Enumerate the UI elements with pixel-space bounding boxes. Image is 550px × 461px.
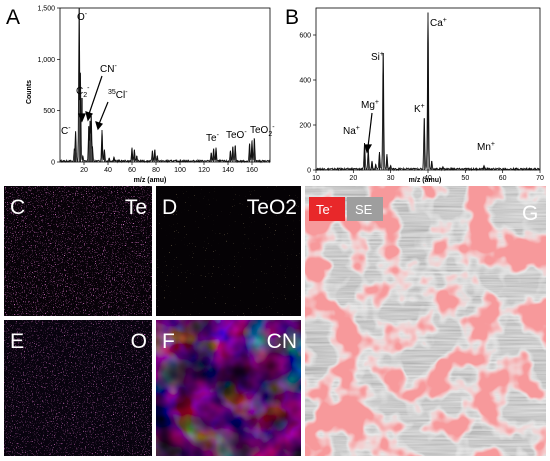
annotation-35cl-minus: 35Cl- bbox=[108, 89, 128, 101]
panel-f-element-label: CN bbox=[267, 330, 297, 353]
annotation-na-plus: Na+ bbox=[343, 125, 360, 137]
panel-label-f: F bbox=[162, 330, 175, 353]
annotation-c-minus: C- bbox=[61, 125, 71, 137]
arrowhead-cn bbox=[85, 111, 93, 122]
y-tick-label: 600 bbox=[299, 33, 311, 40]
panel-e-o-map: E O bbox=[4, 320, 152, 456]
annotation-cn-minus: CN- bbox=[100, 63, 117, 75]
x-tick-label: 40 bbox=[424, 175, 432, 182]
panel-b-arrows bbox=[364, 112, 373, 154]
arrowhead-mg bbox=[364, 144, 373, 154]
y-tick-label: 0 bbox=[307, 168, 311, 175]
x-tick-label: 40 bbox=[104, 167, 112, 174]
arrowhead-c2 bbox=[78, 113, 86, 123]
legend-te-label: Te- bbox=[316, 202, 333, 217]
panel-a-spectrum bbox=[59, 8, 271, 164]
x-tick-label: 20 bbox=[80, 167, 88, 174]
panel-c-element-label: Te bbox=[125, 196, 147, 219]
x-tick-label: 120 bbox=[198, 167, 210, 174]
arrow-mg bbox=[367, 112, 373, 148]
x-tick-label: 80 bbox=[152, 167, 160, 174]
annotation-teo-minus: TeO- bbox=[226, 129, 247, 141]
panel-a-ticks: 20 40 60 80 100 120 140 160 0 500 1,000 1,500 bbox=[37, 6, 257, 175]
x-tick-label: 60 bbox=[128, 167, 136, 174]
panel-c-speckle bbox=[4, 186, 152, 316]
annotation-teo2-minus: TeO2- bbox=[250, 124, 275, 138]
x-tick-label: 70 bbox=[536, 175, 544, 182]
annotation-mn-plus: Mn+ bbox=[477, 141, 495, 153]
panel-d-teo2-map: D TeO2 bbox=[156, 186, 301, 316]
panel-g-te-overlay bbox=[305, 186, 546, 456]
legend-te-box bbox=[309, 197, 345, 221]
panel-label-a: A bbox=[6, 6, 20, 29]
x-tick-label: 50 bbox=[461, 175, 469, 182]
y-tick-label: 1,000 bbox=[37, 57, 55, 64]
annotation-mg-plus: Mg+ bbox=[361, 99, 379, 111]
panel-b-chart: B m/z (amu) 10 20 30 40 50 60 70 0 200 400 600 Ca+… bbox=[285, 6, 544, 184]
panel-label-b: B bbox=[285, 6, 299, 29]
panel-e-element-label: O bbox=[131, 330, 147, 353]
panel-e-speckle bbox=[4, 320, 152, 456]
arrowhead-35cl bbox=[95, 121, 104, 131]
annotation-k-plus: K+ bbox=[414, 103, 425, 115]
panel-b-xlabel: m/z (amu) bbox=[409, 177, 442, 184]
x-tick-label: 100 bbox=[174, 167, 186, 174]
annotation-c2-minus: C2- bbox=[76, 85, 90, 99]
y-tick-label: 0 bbox=[51, 160, 55, 167]
y-tick-label: 200 bbox=[299, 123, 311, 130]
x-tick-label: 20 bbox=[349, 175, 357, 182]
x-tick-label: 10 bbox=[312, 175, 320, 182]
panel-f-heatmap bbox=[156, 320, 301, 456]
panel-b-spectrum bbox=[315, 12, 540, 172]
arrow-35cl bbox=[98, 101, 109, 125]
legend-se-label: SE bbox=[355, 202, 373, 217]
annotation-ca-plus: Ca+ bbox=[430, 17, 447, 29]
panel-f-cn-map: F CN bbox=[156, 320, 301, 456]
panel-b-ticks: 10 20 30 40 50 60 70 0 200 400 600 bbox=[299, 33, 544, 183]
y-tick-label: 1,500 bbox=[37, 6, 55, 13]
y-tick-label: 500 bbox=[43, 108, 55, 115]
legend-se-box bbox=[347, 197, 383, 221]
panel-a-xlabel: m/z (amu) bbox=[134, 177, 167, 184]
x-tick-label: 140 bbox=[222, 167, 234, 174]
arrow-cn bbox=[88, 75, 103, 115]
panel-d-speckle bbox=[156, 186, 301, 316]
x-tick-label: 160 bbox=[246, 167, 258, 174]
annotation-te-minus: Te- bbox=[206, 132, 220, 144]
y-tick-label: 400 bbox=[299, 78, 311, 85]
x-tick-label: 30 bbox=[387, 175, 395, 182]
panel-a-ylabel: Counts bbox=[26, 80, 33, 104]
panel-label-g: G bbox=[522, 202, 538, 225]
panel-g-sem-overlay: Te- SE G bbox=[305, 186, 546, 456]
panel-a-arrows bbox=[78, 75, 109, 131]
panel-label-e: E bbox=[10, 330, 24, 353]
panel-label-c: C bbox=[10, 196, 25, 219]
annotation-si-plus: Si+ bbox=[371, 51, 384, 63]
x-tick-label: 60 bbox=[499, 175, 507, 182]
panel-a-chart: A Counts m/z (amu) 20 40 60 80 100 120 140 160 0… bbox=[6, 6, 275, 185]
panel-label-d: D bbox=[162, 196, 177, 219]
panel-d-element-label: TeO2 bbox=[247, 196, 297, 219]
annotation-o-minus: O- bbox=[77, 11, 88, 23]
panel-c-te-map: C Te bbox=[4, 186, 152, 316]
